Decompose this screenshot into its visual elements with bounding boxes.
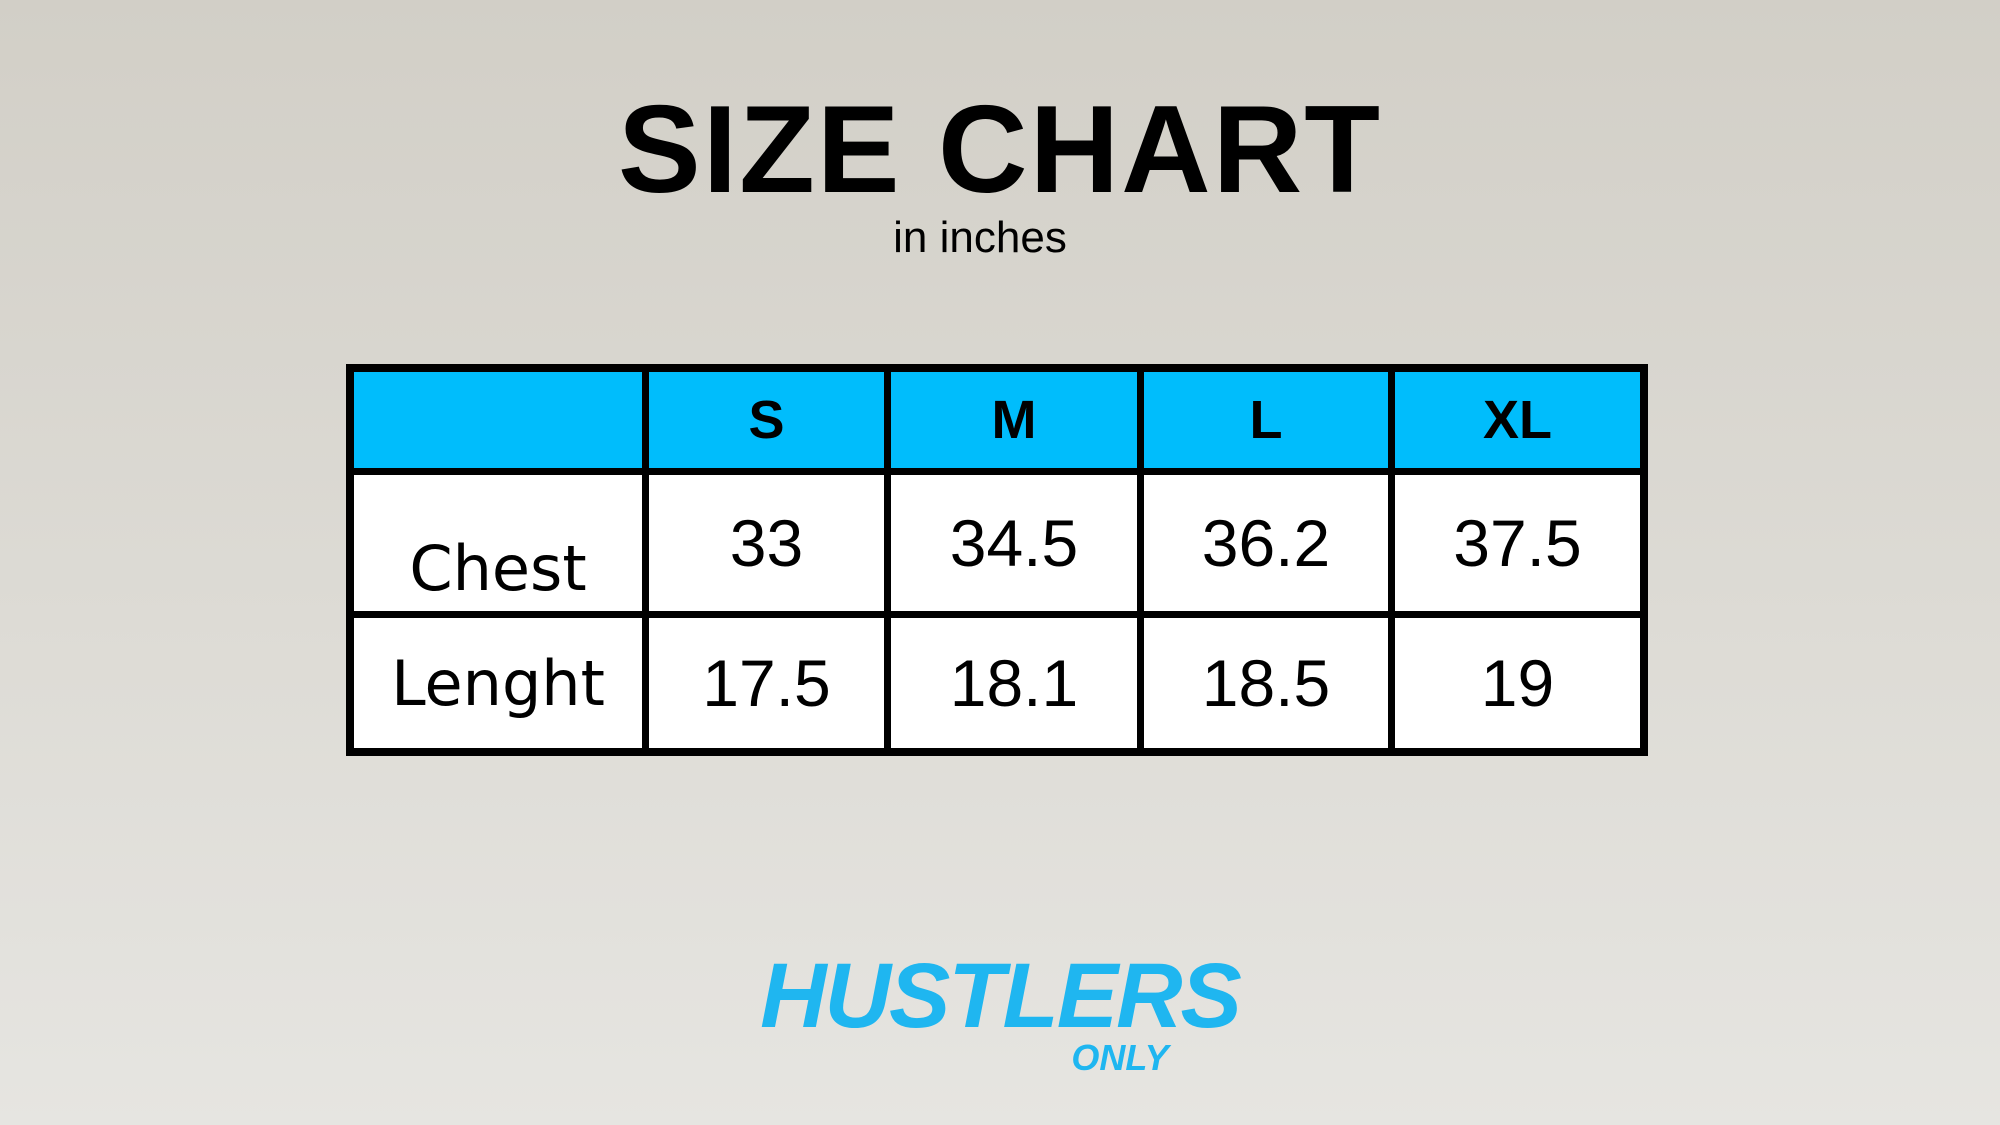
cell: 36.2 <box>1137 468 1395 618</box>
title: SIZE CHART <box>618 81 1382 219</box>
row-label: Chest <box>346 468 649 618</box>
cell: 18.1 <box>884 611 1144 756</box>
cell: 34.5 <box>884 468 1144 618</box>
size-table: S M L XL Chest 33 34.5 36.2 37.5 Lenght 17.5 18… <box>346 364 1648 756</box>
table-row: Lenght 17.5 18.1 18.5 19 <box>346 611 1648 756</box>
logo-text: HUSTLERS <box>760 945 1242 1047</box>
row-label: Lenght <box>346 611 649 756</box>
column-header: XL <box>1388 364 1648 475</box>
logo-subtext: ONLY <box>1071 1037 1169 1078</box>
column-header: L <box>1137 364 1395 475</box>
cell: 33 <box>642 468 891 618</box>
header-row: S M L XL <box>346 364 1648 475</box>
cell: 19 <box>1388 611 1648 756</box>
column-header: S <box>642 364 891 475</box>
cell: 18.5 <box>1137 611 1395 756</box>
column-header: M <box>884 364 1144 475</box>
cell: 37.5 <box>1388 468 1648 618</box>
subtitle: in inches <box>893 213 1067 262</box>
table-row: Chest 33 34.5 36.2 37.5 <box>346 468 1648 618</box>
corner-cell <box>346 364 649 475</box>
cell: 17.5 <box>642 611 891 756</box>
